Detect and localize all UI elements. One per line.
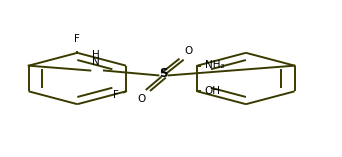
- Text: F: F: [75, 34, 80, 44]
- Text: O: O: [184, 46, 192, 56]
- Text: O: O: [137, 94, 145, 104]
- Text: N: N: [92, 57, 100, 67]
- Text: NH₂: NH₂: [205, 60, 224, 70]
- Text: H: H: [92, 50, 100, 60]
- Text: F: F: [113, 90, 119, 100]
- Text: OH: OH: [205, 86, 221, 96]
- Text: S: S: [159, 67, 168, 80]
